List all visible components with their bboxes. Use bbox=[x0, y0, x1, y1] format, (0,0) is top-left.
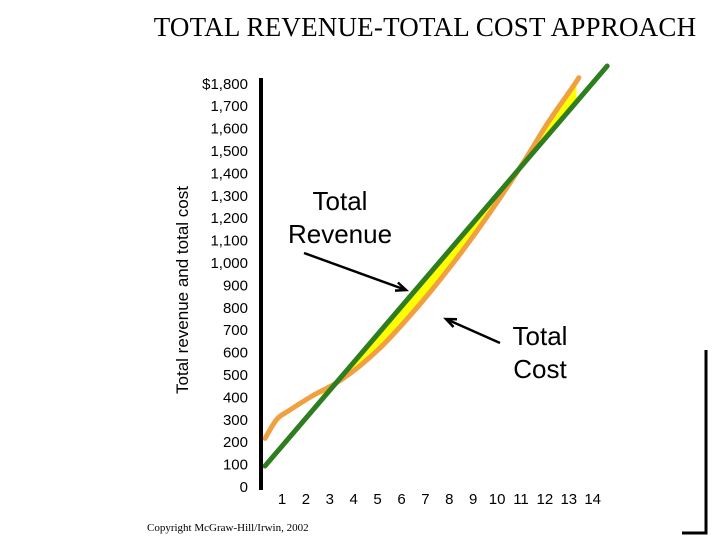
y-tick-label: 0 bbox=[240, 479, 248, 496]
y-tick-label: 900 bbox=[223, 277, 248, 294]
annotation-total-cost-arrow bbox=[445, 317, 501, 345]
y-tick-label: 200 bbox=[223, 434, 248, 451]
annotation-total-revenue-line-2: Revenue bbox=[288, 219, 392, 249]
page-title: TOTAL REVENUE-TOTAL COST APPROACH bbox=[153, 12, 697, 42]
y-tick-label: 1,000 bbox=[210, 255, 248, 272]
x-tick-label: 14 bbox=[584, 491, 601, 508]
y-tick-label: 1,600 bbox=[210, 121, 248, 138]
y-tick-label: 1,500 bbox=[210, 143, 248, 160]
annotation-total-cost-line-1: Total bbox=[513, 321, 568, 351]
x-tick-label: 4 bbox=[350, 491, 358, 508]
y-tick-label: 800 bbox=[223, 300, 248, 317]
x-tick-label: 2 bbox=[302, 491, 310, 508]
copyright-text: Copyright McGraw-Hill/Irwin, 2002 bbox=[147, 522, 309, 534]
y-tick-label: 400 bbox=[223, 389, 248, 406]
x-tick-label: 10 bbox=[489, 491, 506, 508]
y-tick-label: 700 bbox=[223, 322, 248, 339]
decorative-bracket bbox=[682, 350, 708, 535]
series-line-total-revenue bbox=[262, 63, 610, 469]
y-tick-label: 1,400 bbox=[210, 165, 248, 182]
x-tick-label: 5 bbox=[373, 491, 381, 508]
annotation-total-revenue-arrowhead bbox=[394, 281, 410, 292]
y-tick-label: 1,200 bbox=[210, 210, 248, 227]
annotation-total-revenue-line-1: Total bbox=[313, 186, 368, 216]
y-tick-label: 100 bbox=[223, 457, 248, 474]
y-tick-label: 300 bbox=[223, 412, 248, 429]
annotation-total-revenue-arrow bbox=[303, 251, 407, 292]
x-tick-label: 1 bbox=[278, 491, 286, 508]
x-tick-label: 6 bbox=[397, 491, 405, 508]
y-tick-label: 1,700 bbox=[210, 98, 248, 115]
x-tick-label: 8 bbox=[445, 491, 453, 508]
y-tick-label: 600 bbox=[223, 345, 248, 362]
annotation-total-cost-arrowhead bbox=[443, 317, 458, 328]
y-tick-label: 500 bbox=[223, 367, 248, 384]
series-line-total-cost bbox=[262, 75, 582, 441]
x-tick-label: 12 bbox=[537, 491, 554, 508]
y-tick-label: 1,300 bbox=[210, 188, 248, 205]
x-tick-label: 7 bbox=[421, 491, 429, 508]
x-tick-label: 9 bbox=[469, 491, 477, 508]
y-tick-label: $1,800 bbox=[202, 76, 248, 93]
y-tick-label: 1,100 bbox=[210, 233, 248, 250]
x-tick-label: 3 bbox=[326, 491, 334, 508]
x-tick-label: 13 bbox=[560, 491, 577, 508]
annotation-total-cost-line-2: Cost bbox=[513, 354, 567, 384]
x-tick-label: 11 bbox=[513, 491, 529, 508]
